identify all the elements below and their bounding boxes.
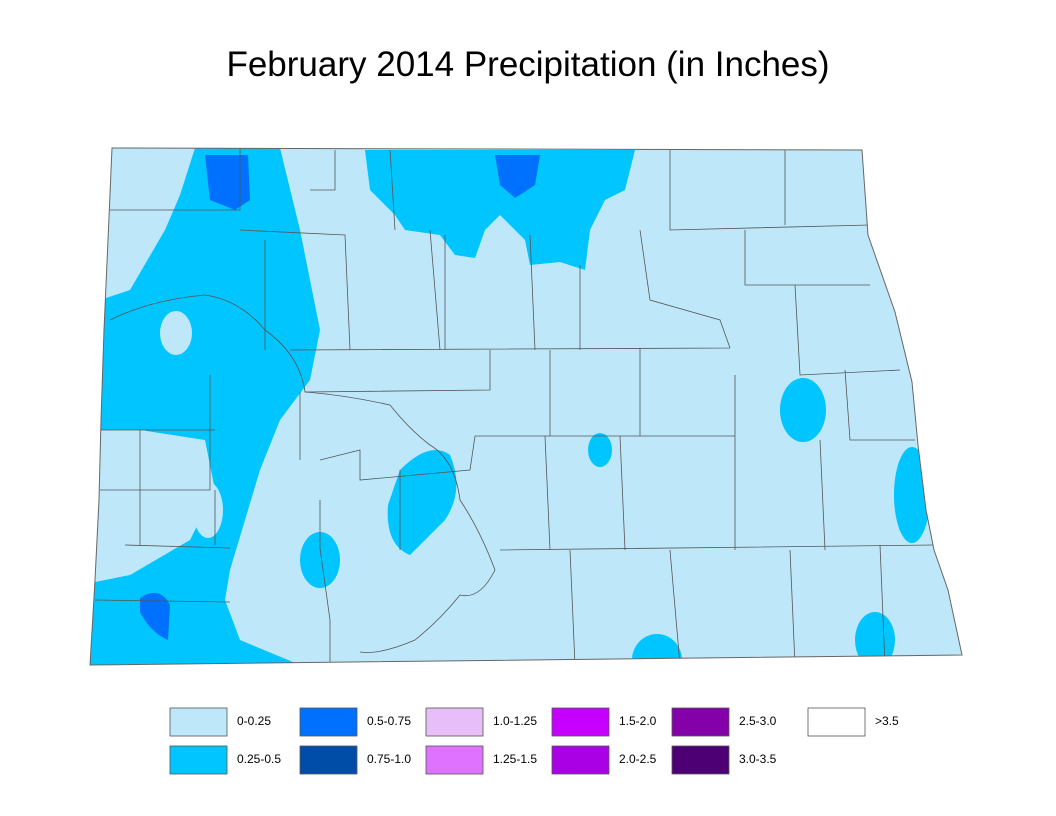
legend-swatch [551,745,610,775]
county-lines [94,148,936,665]
legend-swatch [299,745,358,775]
legend-label: 3.0-3.5 [739,752,777,766]
legend-label: 1.25-1.5 [493,752,537,766]
legend-swatch [671,707,730,737]
map [89,147,963,666]
legend-label: 1.0-1.25 [493,714,537,728]
legend-swatch [807,707,866,737]
legend-swatch [425,707,484,737]
legend-label: 0-0.25 [237,714,271,728]
legend-label: >3.5 [875,714,899,728]
legend-swatch [299,707,358,737]
legend-label: 2.5-3.0 [739,714,777,728]
legend-swatch [169,707,228,737]
legend-label: 0.25-0.5 [237,752,281,766]
state-outline [89,147,963,666]
legend-swatch [551,707,610,737]
map-title: February 2014 Precipitation (in Inches) [226,45,829,84]
legend-swatch [425,745,484,775]
legend-swatch [671,745,730,775]
legend-label: 0.75-1.0 [367,752,411,766]
legend-swatch [169,745,228,775]
legend-label: 0.5-0.75 [367,714,411,728]
legend-label: 1.5-2.0 [619,714,657,728]
legend-label: 2.0-2.5 [619,752,657,766]
legend: 0-0.25 0.25-0.5 0.5-0.75 0.75-1.0 1.0-1.25 1.… [169,707,899,775]
